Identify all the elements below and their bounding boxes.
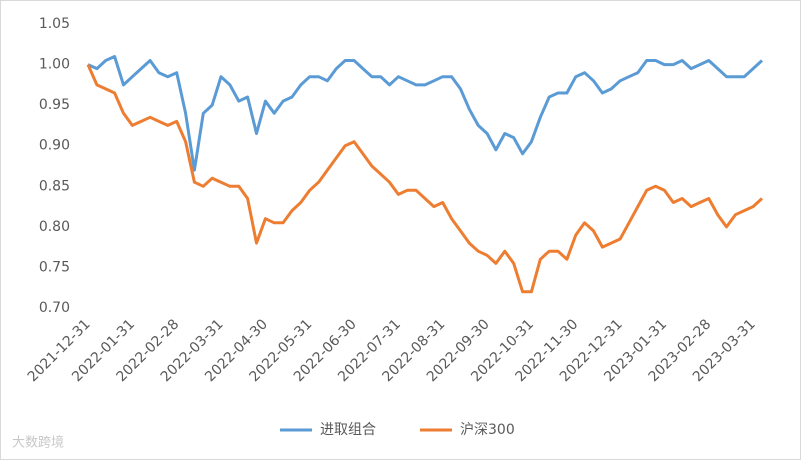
y-tick-label: 0.80 — [39, 219, 70, 235]
y-tick-label: 1.05 — [39, 16, 70, 32]
y-tick-label: 0.90 — [39, 138, 70, 154]
y-tick-label: 0.75 — [39, 259, 70, 275]
y-tick-label: 1.00 — [39, 57, 70, 73]
series-line — [87, 55, 764, 172]
series-line — [86, 63, 764, 294]
y-tick-label: 0.85 — [39, 178, 70, 194]
legend-label: 沪深300 — [460, 422, 515, 438]
y-tick-label: 0.70 — [39, 300, 70, 316]
watermark: 大数跨境 — [12, 436, 64, 451]
legend-label: 进取组合 — [320, 422, 376, 438]
y-tick-label: 0.95 — [39, 97, 70, 113]
